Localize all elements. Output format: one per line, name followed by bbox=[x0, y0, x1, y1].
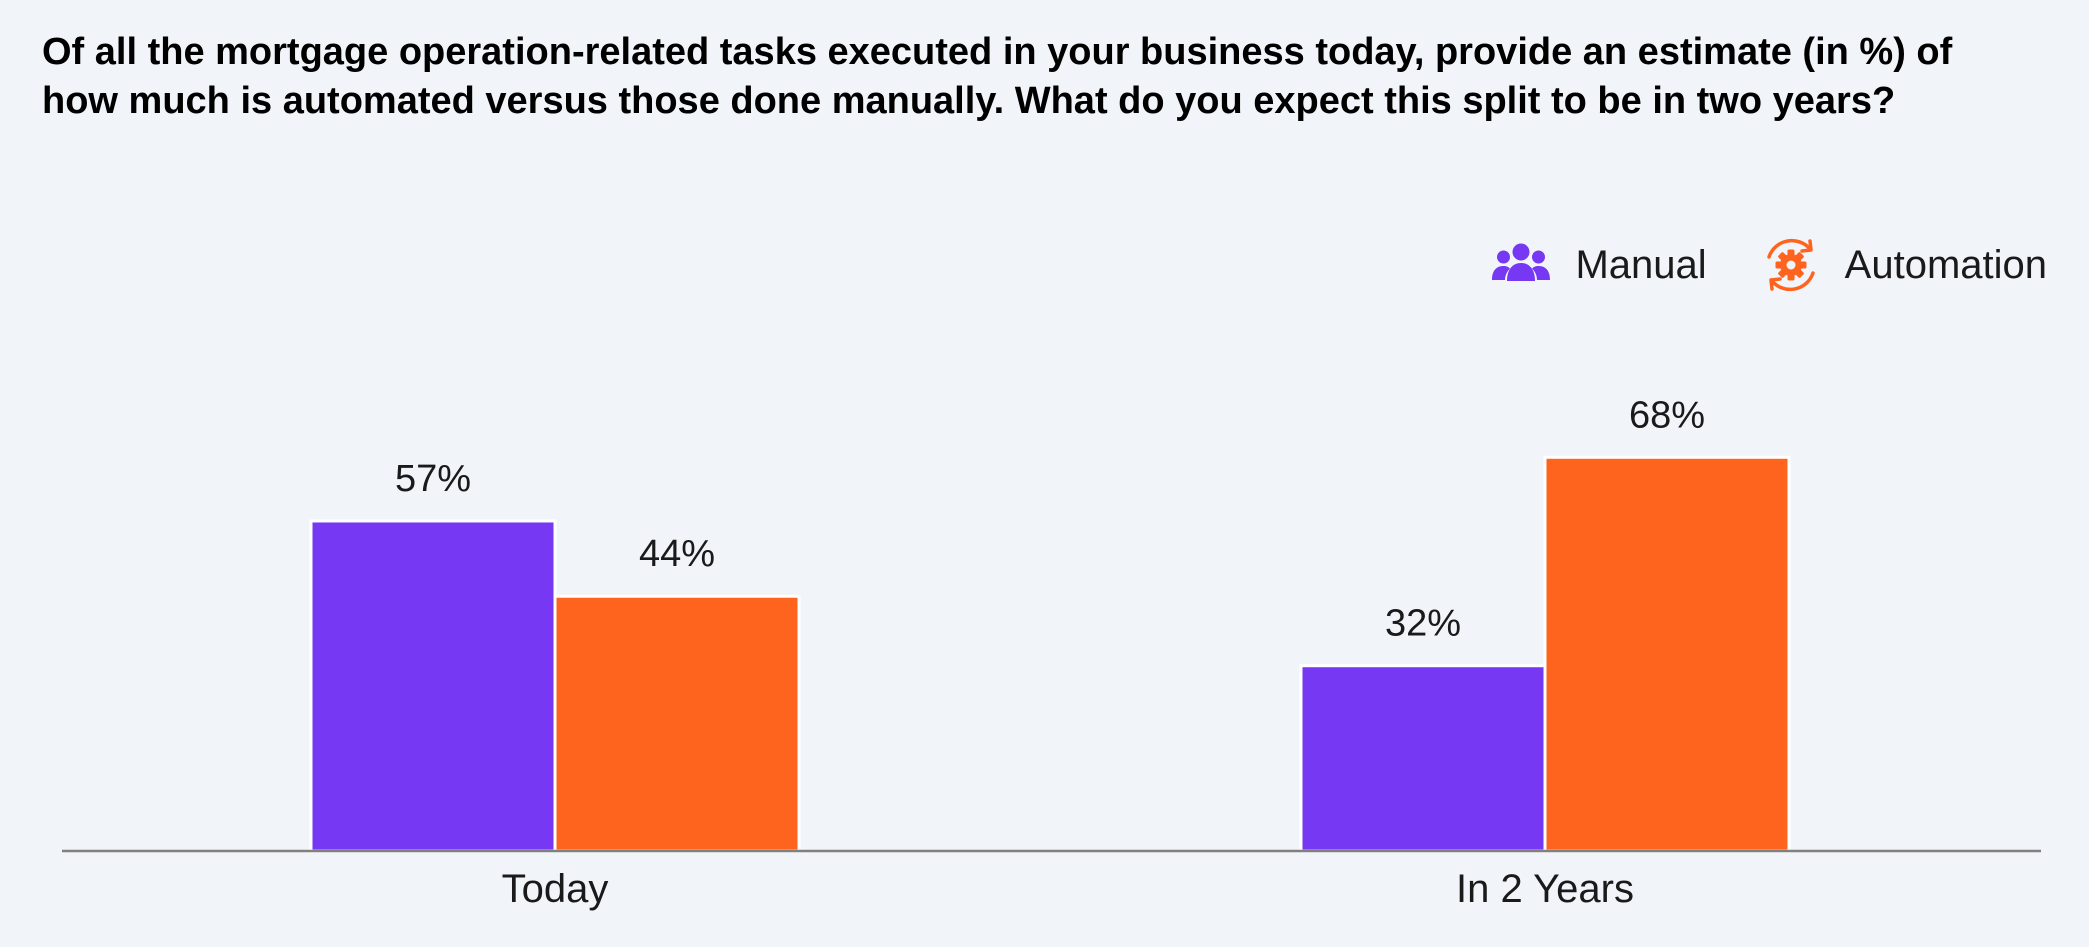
x-tick-label-in-2-years: In 2 Years bbox=[1456, 867, 1634, 911]
x-tick-label-today: Today bbox=[502, 867, 609, 911]
gear-refresh-icon bbox=[1761, 235, 1821, 295]
data-label-automation-today: 44% bbox=[639, 533, 715, 575]
data-label-manual-today: 57% bbox=[395, 458, 471, 500]
bars-group bbox=[309, 455, 1791, 853]
people-icon bbox=[1491, 235, 1551, 295]
data-label-manual-in-2-years: 32% bbox=[1385, 603, 1461, 645]
x-tick-labels-group: Today In 2 Years bbox=[502, 867, 1634, 911]
data-label-automation-in-2-years: 68% bbox=[1629, 394, 1705, 436]
legend-label-automation: Automation bbox=[1844, 242, 2047, 287]
bar-manual-today bbox=[309, 519, 557, 853]
bar-manual-in-2-years bbox=[1299, 664, 1547, 853]
legend-item-manual: Manual bbox=[1491, 235, 1707, 295]
legend-label-manual: Manual bbox=[1575, 242, 1707, 287]
bar-automation-in-2-years bbox=[1543, 455, 1791, 853]
legend: Manual bbox=[1491, 235, 2047, 295]
legend-item-automation: Automation bbox=[1761, 235, 2047, 295]
bar-automation-today bbox=[553, 594, 801, 853]
chart-title: Of all the mortgage operation-related ta… bbox=[42, 31, 1953, 122]
value-labels-group: 57% 44% 32% 68% bbox=[395, 394, 1705, 644]
